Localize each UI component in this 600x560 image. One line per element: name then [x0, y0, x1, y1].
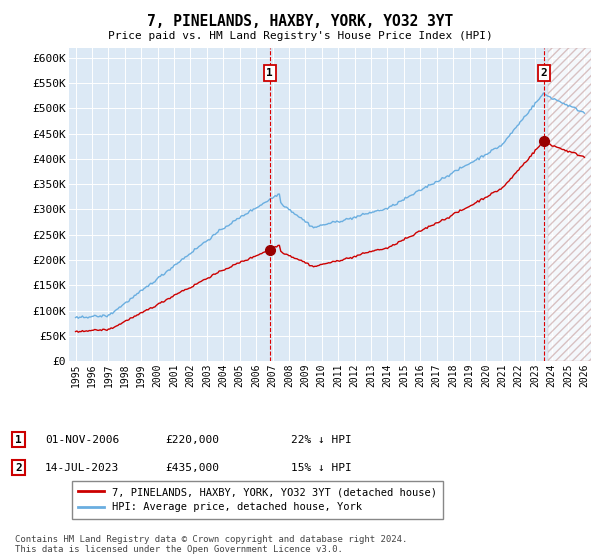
- Text: £435,000: £435,000: [165, 463, 219, 473]
- Text: 14-JUL-2023: 14-JUL-2023: [45, 463, 119, 473]
- Text: 22% ↓ HPI: 22% ↓ HPI: [291, 435, 352, 445]
- Text: 01-NOV-2006: 01-NOV-2006: [45, 435, 119, 445]
- Text: Contains HM Land Registry data © Crown copyright and database right 2024.
This d: Contains HM Land Registry data © Crown c…: [15, 535, 407, 554]
- Text: Price paid vs. HM Land Registry's House Price Index (HPI): Price paid vs. HM Land Registry's House …: [107, 31, 493, 41]
- Text: 1: 1: [15, 435, 22, 445]
- Text: 2: 2: [541, 68, 547, 78]
- Text: 15% ↓ HPI: 15% ↓ HPI: [291, 463, 352, 473]
- Text: £220,000: £220,000: [165, 435, 219, 445]
- Legend: 7, PINELANDS, HAXBY, YORK, YO32 3YT (detached house), HPI: Average price, detach: 7, PINELANDS, HAXBY, YORK, YO32 3YT (det…: [71, 481, 443, 519]
- Text: 1: 1: [266, 68, 273, 78]
- Text: 2: 2: [15, 463, 22, 473]
- Text: 7, PINELANDS, HAXBY, YORK, YO32 3YT: 7, PINELANDS, HAXBY, YORK, YO32 3YT: [147, 14, 453, 29]
